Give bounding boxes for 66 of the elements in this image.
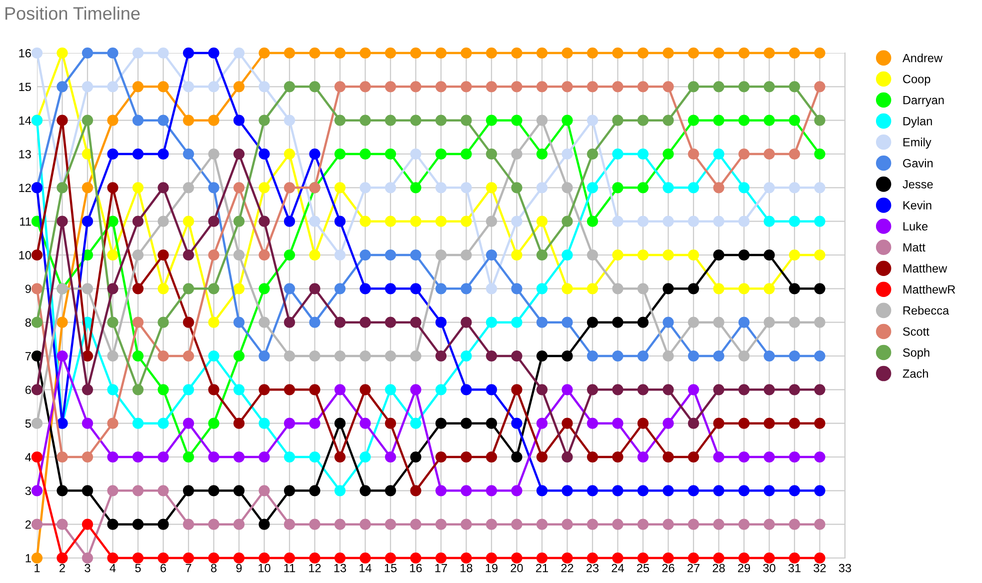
legend-label: Jesse [902,180,933,188]
legend-label: Zach [902,369,928,378]
x-tick-label: 31 [788,564,800,572]
x-tick-label: 10 [258,564,270,572]
x-tick-label: 25 [637,564,650,572]
x-tick-label: 8 [210,564,217,572]
legend-label: MatthewR [903,284,956,294]
x-tick-label: 23 [586,564,599,572]
x-tick-label: 14 [360,564,372,572]
x-tick-label: 19 [486,564,498,572]
y-tick-label: 16 [19,49,31,58]
y-tick-label: 12 [19,184,31,192]
x-tick-label: 17 [435,564,447,572]
y-tick-label: 13 [19,150,31,158]
y-tick-label: 8 [25,318,31,327]
x-tick-label: 26 [662,564,674,572]
x-tick-label: 2 [60,564,65,572]
x-tick-label: 13 [334,564,346,572]
x-tick-label: 18 [460,564,472,572]
x-tick-label: 20 [510,564,523,572]
x-tick-label: 24 [612,564,624,572]
legend-label: Dylan [903,116,932,128]
y-tick-label: 1 [26,554,31,562]
y-tick-label: 5 [25,419,31,428]
x-tick-label: 6 [160,564,166,572]
y-tick-label: 14 [19,116,32,125]
legend-label: Matt [903,243,926,252]
x-tick-label: 32 [814,564,826,572]
y-tick-label: 6 [25,386,31,394]
x-tick-label: 28 [712,564,725,572]
x-tick-label: 33 [838,564,852,572]
y-tick-label: 4 [25,453,32,462]
x-tick-label: 16 [410,564,422,572]
x-tick-label: 5 [135,564,141,572]
legend-label: Emily [903,138,932,149]
x-tick-label: 15 [384,564,397,572]
x-tick-label: 27 [688,564,700,572]
x-tick-label: 1 [34,564,40,572]
x-tick-label: 11 [284,564,296,572]
x-tick-label: 9 [236,564,242,572]
x-tick-label: 12 [309,564,321,572]
x-tick-label: 29 [738,564,750,572]
legend-label: Coop [903,74,930,86]
y-tick-label: 7 [25,352,31,360]
legend-label: Matthew [903,264,948,273]
x-tick-label: 7 [186,564,192,572]
legend-label: Gavin [903,158,933,168]
legend-label: Soph [903,348,930,360]
legend-label: Luke [903,222,928,231]
y-tick-label: 9 [25,284,31,294]
x-tick-label: 30 [763,564,776,572]
x-tick-label: 22 [561,564,574,572]
y-tick-label: 2 [25,520,31,529]
chart-title: Position Timeline [5,6,140,20]
y-tick-label: 3 [25,486,31,496]
y-tick-label: 15 [19,82,31,92]
legend-label: Rebecca [903,306,950,315]
x-tick-label: 3 [84,564,90,572]
legend-label: Kevin [903,200,932,210]
x-tick-label: 21 [536,564,548,572]
y-tick-label: 11 [20,217,31,226]
x-tick-label: 4 [110,564,116,572]
legend-label: Darryan [903,96,944,107]
y-tick-label: 10 [19,251,31,260]
legend-label: Andrew [902,54,943,62]
legend-label: Scott [903,327,930,336]
